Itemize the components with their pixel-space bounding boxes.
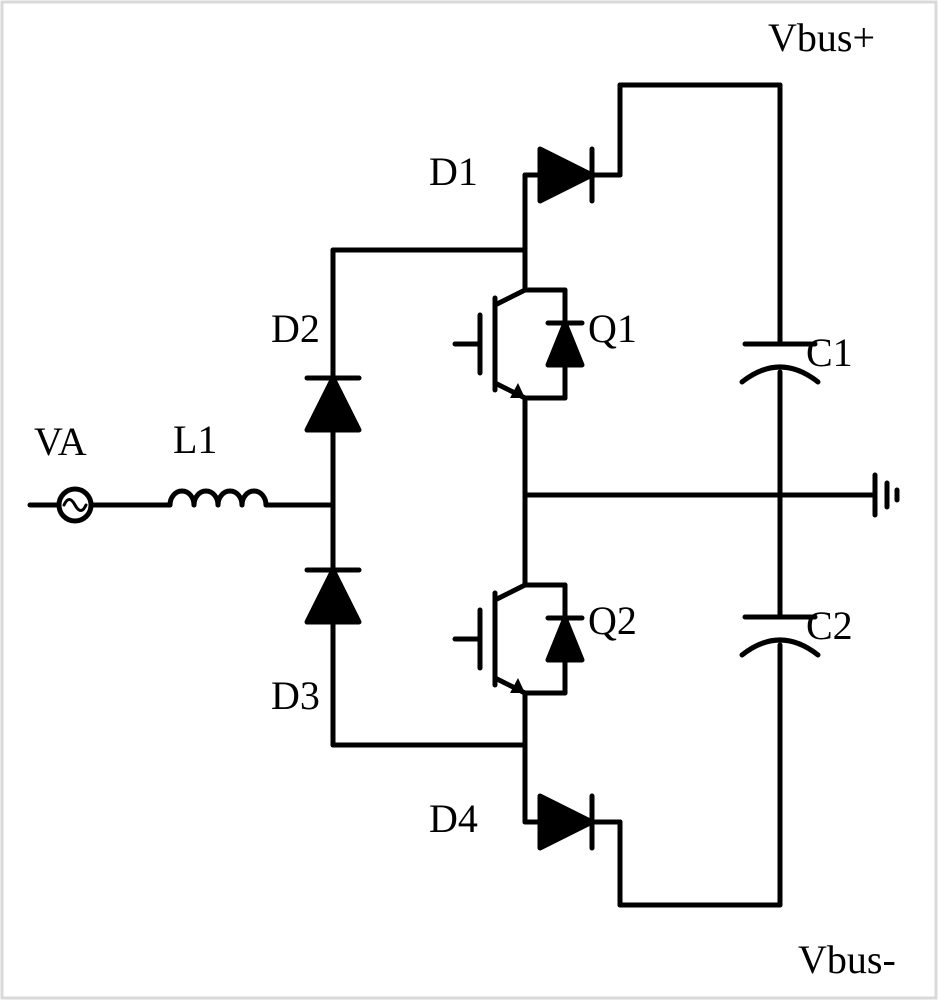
label-c2: C2 — [806, 602, 853, 649]
ground-icon — [875, 475, 897, 515]
label-q1: Q1 — [588, 305, 637, 352]
label-va: VA — [34, 418, 87, 465]
diode-d1-icon — [525, 149, 620, 201]
label-d2: D2 — [271, 305, 320, 352]
igbt-q2-icon — [455, 495, 582, 745]
label-d4: D4 — [429, 795, 478, 842]
igbt-q1-icon — [455, 250, 582, 495]
label-d1: D1 — [429, 148, 478, 195]
ac-source-icon — [30, 489, 160, 521]
label-q2: Q2 — [588, 597, 637, 644]
label-l1: L1 — [173, 416, 217, 463]
diode-d4-icon — [525, 796, 620, 848]
inductor-icon — [160, 491, 333, 505]
label-vbus-plus: Vbus+ — [768, 14, 875, 61]
label-d3: D3 — [271, 672, 320, 719]
label-c1: C1 — [806, 329, 853, 376]
label-vbus-minus: Vbus- — [798, 936, 896, 983]
